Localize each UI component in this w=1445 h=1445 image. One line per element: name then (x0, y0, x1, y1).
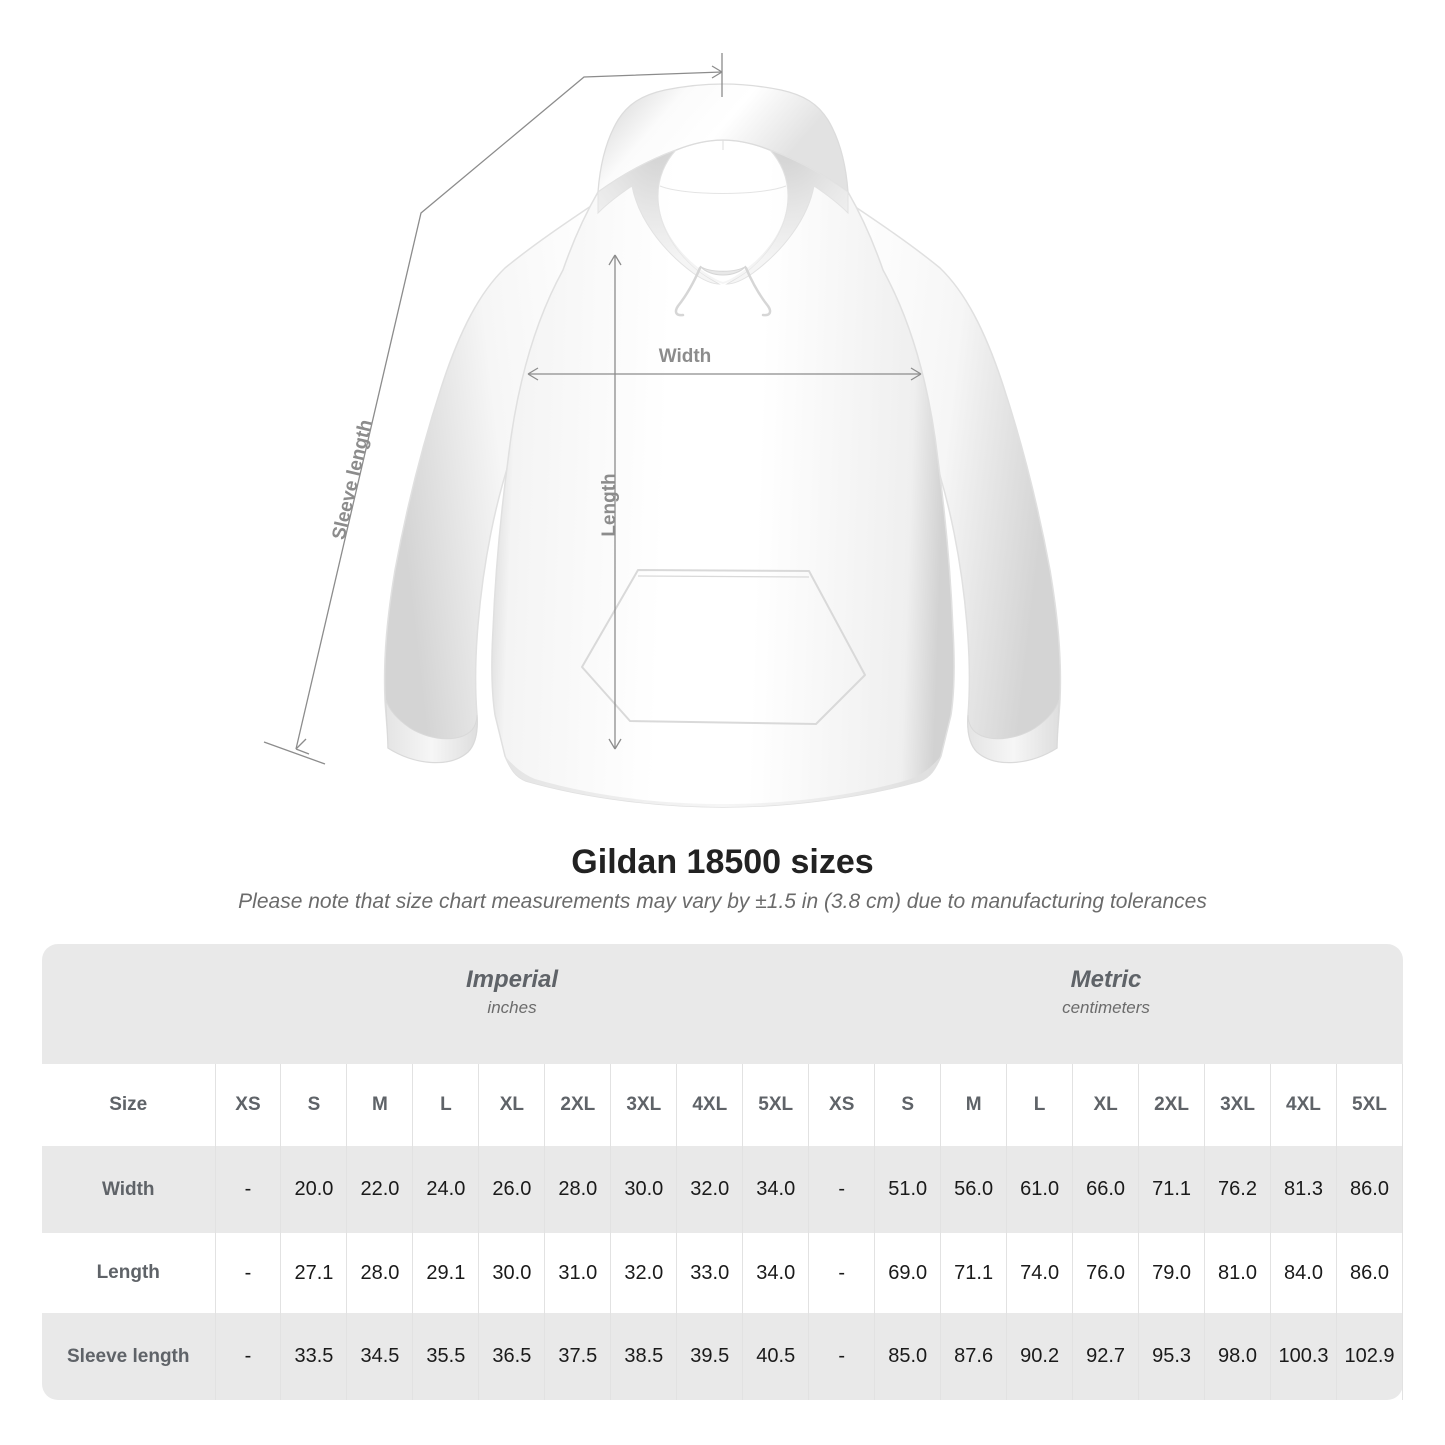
svg-text:Length: Length (599, 473, 620, 536)
svg-text:Sleeve length: Sleeve length (329, 418, 377, 542)
svg-text:Width: Width (659, 346, 712, 367)
